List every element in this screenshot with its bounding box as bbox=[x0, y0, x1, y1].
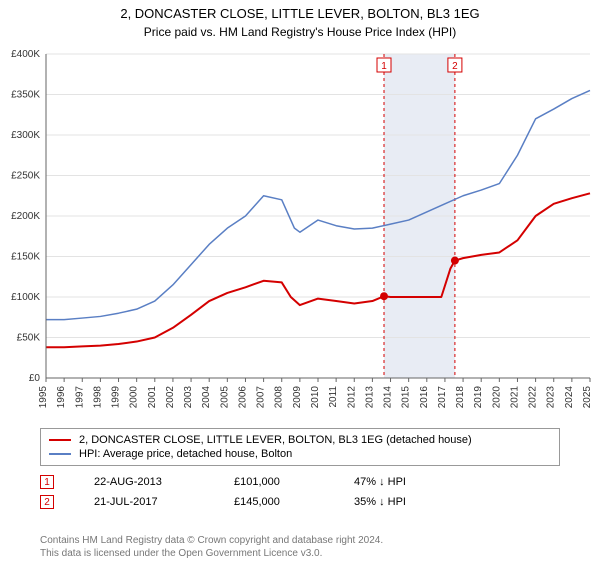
svg-text:£200K: £200K bbox=[11, 211, 40, 222]
svg-text:£100K: £100K bbox=[11, 292, 40, 303]
svg-text:2009: 2009 bbox=[292, 386, 303, 409]
legend-swatch bbox=[49, 439, 71, 441]
svg-text:1: 1 bbox=[381, 61, 387, 72]
svg-text:2003: 2003 bbox=[183, 386, 194, 409]
svg-text:2000: 2000 bbox=[129, 386, 140, 409]
chart-area: £0 £50K £100K £150K £200K £250K £300K £350K £400… bbox=[0, 46, 600, 426]
svg-text:2014: 2014 bbox=[383, 386, 394, 409]
transaction-badge: 2 bbox=[40, 495, 54, 509]
chart-title: 2, DONCASTER CLOSE, LITTLE LEVER, BOLTON… bbox=[0, 6, 600, 21]
transaction-row: 2 21-JUL-2017 £145,000 35% ↓ HPI bbox=[40, 492, 444, 512]
svg-text:2018: 2018 bbox=[455, 386, 466, 409]
footer-attribution: Contains HM Land Registry data © Crown c… bbox=[40, 534, 383, 560]
svg-text:2025: 2025 bbox=[582, 386, 593, 409]
line-chart: £0 £50K £100K £150K £200K £250K £300K £350K £400… bbox=[0, 46, 600, 426]
transaction-table: 1 22-AUG-2013 £101,000 47% ↓ HPI 2 21-JUL-201… bbox=[40, 472, 444, 512]
svg-text:1998: 1998 bbox=[92, 386, 103, 409]
transaction-row: 1 22-AUG-2013 £101,000 47% ↓ HPI bbox=[40, 472, 444, 492]
legend-swatch bbox=[49, 453, 71, 455]
transaction-date: 22-AUG-2013 bbox=[94, 476, 194, 488]
svg-text:2023: 2023 bbox=[546, 386, 557, 409]
svg-text:2021: 2021 bbox=[509, 386, 520, 409]
svg-text:2022: 2022 bbox=[528, 386, 539, 409]
transaction-price: £101,000 bbox=[234, 476, 314, 488]
svg-text:2004: 2004 bbox=[201, 386, 212, 409]
svg-text:2013: 2013 bbox=[364, 386, 375, 409]
svg-text:2006: 2006 bbox=[237, 386, 248, 409]
svg-text:2019: 2019 bbox=[473, 386, 484, 409]
svg-text:2024: 2024 bbox=[564, 386, 575, 409]
footer-line-1: Contains HM Land Registry data © Crown c… bbox=[40, 534, 383, 547]
transaction-price: £145,000 bbox=[234, 496, 314, 508]
transaction-badge: 1 bbox=[40, 475, 54, 489]
svg-text:2016: 2016 bbox=[419, 386, 430, 409]
chart-subtitle: Price paid vs. HM Land Registry's House … bbox=[0, 25, 600, 39]
svg-text:2: 2 bbox=[452, 61, 458, 72]
svg-text:2007: 2007 bbox=[256, 386, 267, 409]
svg-text:2015: 2015 bbox=[401, 386, 412, 409]
svg-text:£400K: £400K bbox=[11, 49, 40, 60]
svg-text:2012: 2012 bbox=[346, 386, 357, 409]
legend-label: HPI: Average price, detached house, Bolt… bbox=[79, 448, 292, 460]
legend-row: 2, DONCASTER CLOSE, LITTLE LEVER, BOLTON… bbox=[49, 433, 551, 447]
svg-text:1999: 1999 bbox=[111, 386, 122, 409]
svg-text:2005: 2005 bbox=[219, 386, 230, 409]
legend: 2, DONCASTER CLOSE, LITTLE LEVER, BOLTON… bbox=[40, 428, 560, 466]
svg-text:2017: 2017 bbox=[437, 386, 448, 409]
transaction-diff: 47% ↓ HPI bbox=[354, 476, 444, 488]
svg-text:2002: 2002 bbox=[165, 386, 176, 409]
svg-text:£0: £0 bbox=[29, 373, 41, 384]
svg-text:£350K: £350K bbox=[11, 90, 40, 101]
svg-text:2008: 2008 bbox=[274, 386, 285, 409]
svg-text:1996: 1996 bbox=[56, 386, 67, 409]
footer-line-2: This data is licensed under the Open Gov… bbox=[40, 547, 383, 560]
transaction-diff: 35% ↓ HPI bbox=[354, 496, 444, 508]
svg-text:2001: 2001 bbox=[147, 386, 158, 409]
svg-text:2011: 2011 bbox=[328, 386, 339, 408]
svg-text:1995: 1995 bbox=[38, 386, 49, 409]
svg-text:£50K: £50K bbox=[17, 333, 41, 344]
svg-text:£300K: £300K bbox=[11, 130, 40, 141]
transaction-date: 21-JUL-2017 bbox=[94, 496, 194, 508]
legend-label: 2, DONCASTER CLOSE, LITTLE LEVER, BOLTON… bbox=[79, 434, 472, 446]
svg-text:2020: 2020 bbox=[491, 386, 502, 409]
legend-row: HPI: Average price, detached house, Bolt… bbox=[49, 447, 551, 461]
svg-text:1997: 1997 bbox=[74, 386, 85, 409]
svg-text:£250K: £250K bbox=[11, 171, 40, 182]
page: 2, DONCASTER CLOSE, LITTLE LEVER, BOLTON… bbox=[0, 6, 600, 566]
svg-text:2010: 2010 bbox=[310, 386, 321, 409]
svg-text:£150K: £150K bbox=[11, 252, 40, 263]
